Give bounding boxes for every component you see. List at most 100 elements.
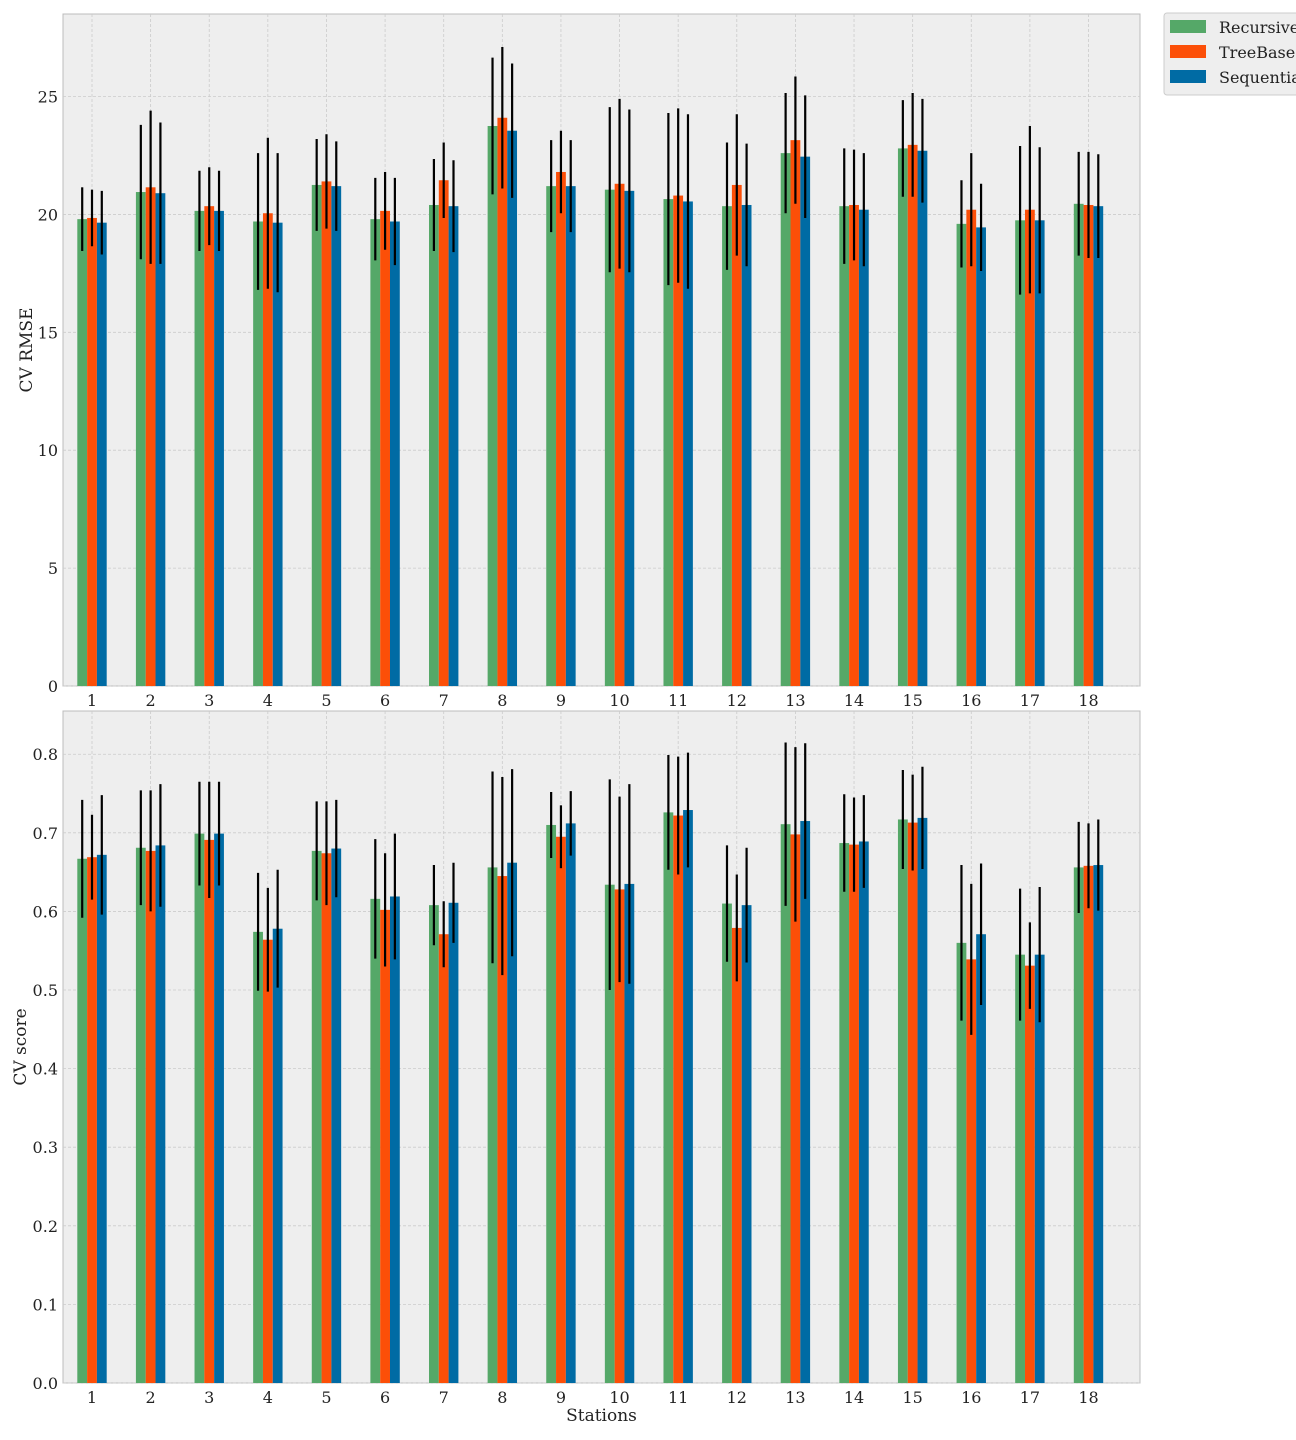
bar-sequential xyxy=(858,841,869,1383)
bar-sequential xyxy=(155,193,166,686)
x-tick-label: 1 xyxy=(87,1388,97,1407)
bar-treebased xyxy=(204,206,215,686)
x-tick-label: 16 xyxy=(961,691,981,710)
bar-treebased xyxy=(1083,204,1094,686)
x-tick-label: 17 xyxy=(1020,691,1040,710)
bar-recursive xyxy=(956,942,967,1383)
y-tick-label: 15 xyxy=(38,323,58,342)
bar-sequential xyxy=(741,204,752,686)
legend-swatch-recursive xyxy=(1170,20,1206,33)
bar-sequential xyxy=(389,896,400,1383)
y-tick-label: 20 xyxy=(38,205,58,224)
y-axis-label: CV RMSE xyxy=(17,308,37,393)
bar-recursive xyxy=(780,153,791,686)
x-tick-label: 2 xyxy=(146,691,156,710)
y-tick-label: 0.4 xyxy=(33,1060,58,1079)
bar-treebased xyxy=(556,836,566,1383)
legend: Recursive TreeBased Sequential xyxy=(1163,12,1296,96)
bar-recursive xyxy=(487,126,498,686)
bar-recursive xyxy=(487,867,498,1383)
bar-sequential xyxy=(448,902,459,1383)
legend-swatch-treebased xyxy=(1170,45,1206,58)
x-tick-label: 1 xyxy=(87,691,97,710)
bar-treebased xyxy=(380,210,390,686)
bar-sequential xyxy=(741,905,752,1383)
bar-treebased xyxy=(87,857,97,1383)
bar-treebased xyxy=(731,927,742,1383)
bar-sequential xyxy=(155,845,166,1383)
x-tick-label: 5 xyxy=(321,1388,331,1407)
y-tick-label: 0.6 xyxy=(33,902,58,921)
bar-recursive xyxy=(1073,203,1084,686)
x-tick-label: 12 xyxy=(727,1388,747,1407)
bar-treebased xyxy=(145,850,156,1383)
bar-recursive xyxy=(135,192,146,686)
bar-sequential xyxy=(976,934,986,1383)
bar-recursive xyxy=(722,903,732,1383)
legend-swatch-sequential xyxy=(1170,70,1206,83)
bar-sequential xyxy=(214,210,224,686)
bar-recursive xyxy=(77,858,88,1383)
x-tick-label: 3 xyxy=(204,1388,214,1407)
bar-recursive xyxy=(77,219,88,686)
x-tick-label: 10 xyxy=(609,1388,629,1407)
bar-recursive xyxy=(429,905,439,1383)
x-tick-label: 7 xyxy=(439,691,449,710)
bar-recursive xyxy=(839,206,850,686)
bar-sequential xyxy=(389,221,400,686)
bar-treebased xyxy=(438,180,449,687)
x-tick-label: 4 xyxy=(263,1388,273,1407)
y-tick-label: 0.7 xyxy=(33,824,58,843)
x-tick-label: 10 xyxy=(609,691,629,710)
x-tick-label: 14 xyxy=(844,691,864,710)
bar-recursive xyxy=(370,898,381,1383)
x-axis-label: Stations xyxy=(566,1406,637,1426)
bar-treebased xyxy=(731,184,742,686)
x-tick-label: 7 xyxy=(439,1388,449,1407)
bar-sequential xyxy=(331,848,342,1383)
bar-recursive xyxy=(1073,867,1084,1383)
y-tick-label: 0.0 xyxy=(33,1374,58,1393)
bar-recursive xyxy=(956,223,967,686)
bar-recursive xyxy=(780,824,791,1383)
bar-treebased xyxy=(849,844,859,1383)
y-tick-label: 5 xyxy=(48,559,58,578)
x-tick-label: 15 xyxy=(902,691,922,710)
bar-recursive xyxy=(663,199,674,687)
bar-sequential xyxy=(800,821,811,1383)
bar-treebased xyxy=(849,204,859,686)
bar-sequential xyxy=(565,823,576,1383)
bar-sequential xyxy=(507,130,518,686)
bar-sequential xyxy=(1093,206,1104,686)
bar-recursive xyxy=(194,210,205,686)
bar-treebased xyxy=(262,939,273,1383)
bar-sequential xyxy=(624,190,635,686)
bar-treebased xyxy=(966,209,977,686)
y-tick-label: 0.5 xyxy=(33,981,58,1000)
bar-treebased xyxy=(321,181,332,686)
y-tick-label: 0.8 xyxy=(33,745,58,764)
bar-treebased xyxy=(556,171,566,686)
bar-sequential xyxy=(272,928,283,1383)
bar-sequential xyxy=(683,810,693,1383)
x-tick-label: 16 xyxy=(961,1388,981,1407)
legend-label-sequential: Sequential xyxy=(1219,68,1296,87)
bar-treebased xyxy=(907,822,918,1383)
bar-recursive xyxy=(1015,954,1025,1383)
x-tick-label: 15 xyxy=(902,1388,922,1407)
x-tick-label: 2 xyxy=(146,1388,156,1407)
y-tick-label: 0.1 xyxy=(33,1295,58,1314)
x-tick-label: 8 xyxy=(497,691,507,710)
x-tick-label: 11 xyxy=(668,691,688,710)
bar-recursive xyxy=(135,847,146,1383)
bar-sequential xyxy=(917,817,928,1383)
bar-recursive xyxy=(194,833,205,1383)
score-panel: 0.00.10.20.30.40.50.60.70.81 2 3 4 5 6 7 8 9 10 11… xyxy=(11,710,1141,1426)
bar-sequential xyxy=(1093,865,1104,1383)
bar-treebased xyxy=(438,934,449,1383)
x-tick-label: 13 xyxy=(785,691,805,710)
bar-recursive xyxy=(429,204,439,686)
bar-recursive xyxy=(311,184,322,686)
bar-recursive xyxy=(604,189,615,687)
